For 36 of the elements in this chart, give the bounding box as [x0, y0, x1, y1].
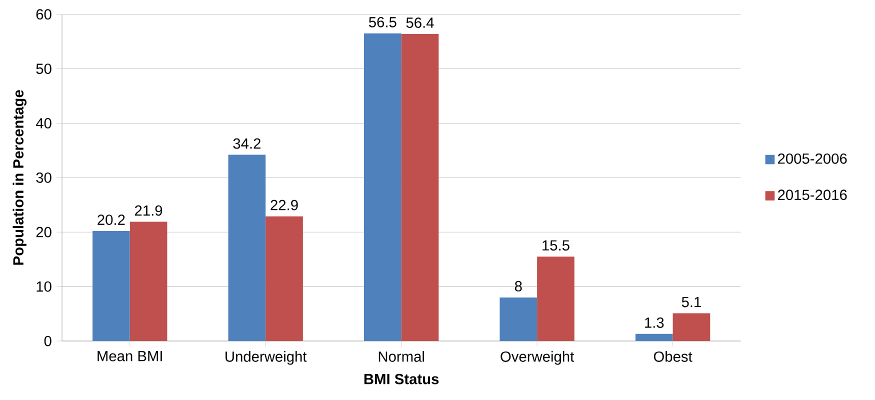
data-label: 34.2 — [233, 138, 260, 149]
bar — [500, 297, 538, 341]
bar — [92, 231, 130, 341]
y-tick-label: 60 — [36, 9, 52, 20]
data-label: 20.2 — [98, 214, 125, 225]
x-tick-label: Underweight — [226, 351, 307, 365]
data-label: 1.3 — [645, 318, 664, 328]
data-label: 22.9 — [270, 200, 298, 210]
bar — [537, 256, 574, 341]
x-axis-title: BMI Status — [364, 374, 439, 384]
data-label: 8 — [514, 281, 522, 292]
x-tick-label: Mean BMI — [98, 351, 162, 362]
bar — [130, 222, 168, 341]
data-label: 5.1 — [682, 296, 701, 308]
y-tick-label: 50 — [36, 64, 52, 74]
x-tick-label: Obest — [654, 351, 692, 362]
x-tick-label: Overweight — [500, 351, 574, 365]
data-label: 56.5 — [368, 16, 396, 28]
bar — [266, 216, 303, 341]
y-tick-label: 0 — [44, 336, 52, 346]
data-label: 15.5 — [542, 240, 570, 251]
bar — [364, 33, 402, 341]
bar — [401, 34, 439, 341]
y-tick-label: 40 — [36, 118, 52, 128]
y-axis-title: Population in Percentage — [12, 90, 26, 265]
data-label: 56.4 — [406, 18, 434, 28]
legend-label: 2015-2016 — [778, 190, 847, 200]
legend-label: 2005-2006 — [778, 153, 847, 164]
y-tick-label: 10 — [36, 281, 52, 292]
y-tick-label: 30 — [36, 172, 52, 183]
x-tick-label: Normal — [378, 351, 424, 362]
bar — [635, 334, 673, 341]
bar — [672, 313, 710, 341]
bar — [228, 154, 266, 341]
data-label: 21.9 — [134, 205, 162, 216]
y-tick-label: 20 — [36, 226, 52, 238]
